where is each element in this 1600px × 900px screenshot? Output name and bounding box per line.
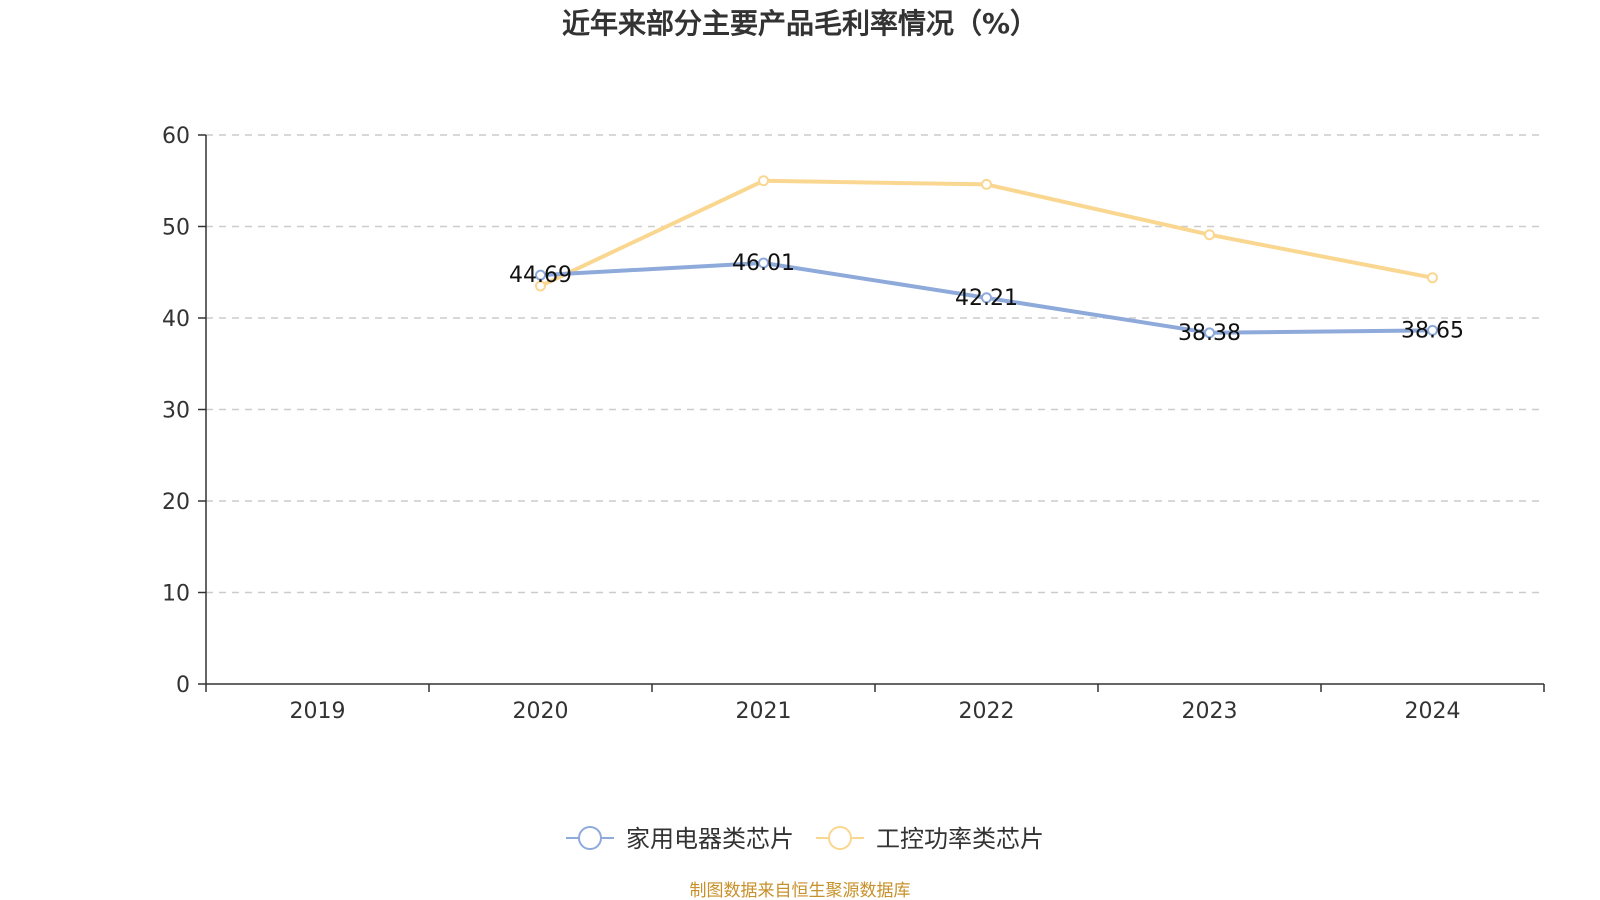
data-point [1427,272,1438,284]
grid-lines [206,134,1544,594]
data-point [1204,229,1215,241]
x-tick-label: 2022 [959,699,1015,724]
x-tick-label: 2021 [736,699,792,724]
x-tick-label: 2020 [513,699,569,724]
legend-label: 家用电器类芯片 [626,825,794,853]
x-tick-label: 2019 [290,699,346,724]
series-line-1 [538,178,1435,288]
legend-item-1[interactable]: 工控功率类芯片 [816,825,1044,853]
data-point [981,292,992,304]
data-label: 38.65 [1401,318,1464,343]
data-point [1204,327,1215,339]
data-point [1427,324,1438,336]
data-point [535,280,546,292]
y-tick-label: 0 [176,673,190,698]
data-point [981,178,992,190]
legend-marker [828,826,852,850]
data-label: 38.38 [1178,321,1241,346]
data-labels: 44.69 46.01 42.21 38.38 38.65 [509,251,1464,346]
y-tick-label: 20 [162,490,190,515]
legend-item-0[interactable]: 家用电器类芯片 [566,825,794,853]
data-label: 44.69 [509,263,572,288]
data-point [535,269,546,281]
y-tick-label: 50 [162,216,190,241]
y-tick-label: 10 [162,582,190,607]
y-tick-label: 60 [162,124,190,149]
chart-title: 近年来部分主要产品毛利率情况（%） [562,7,1038,40]
data-point [758,257,769,269]
legend[interactable]: 家用电器类芯片 工控功率类芯片 [566,825,1044,853]
y-tick-label: 30 [162,399,190,424]
legend-marker [578,826,602,850]
x-tick-label: 2023 [1182,699,1238,724]
data-label: 42.21 [955,286,1018,311]
source-note: 制图数据来自恒生聚源数据库 [690,881,911,900]
x-tick-label: 2024 [1405,699,1461,724]
y-tick-label: 40 [162,307,190,332]
data-label: 46.01 [732,251,795,276]
legend-label: 工控功率类芯片 [876,825,1044,853]
series-lines [535,175,1438,339]
axes: 0 10 20 30 40 50 60 2019 2020 2021 2022 2023 2024 [162,124,1545,724]
data-point [758,175,769,187]
